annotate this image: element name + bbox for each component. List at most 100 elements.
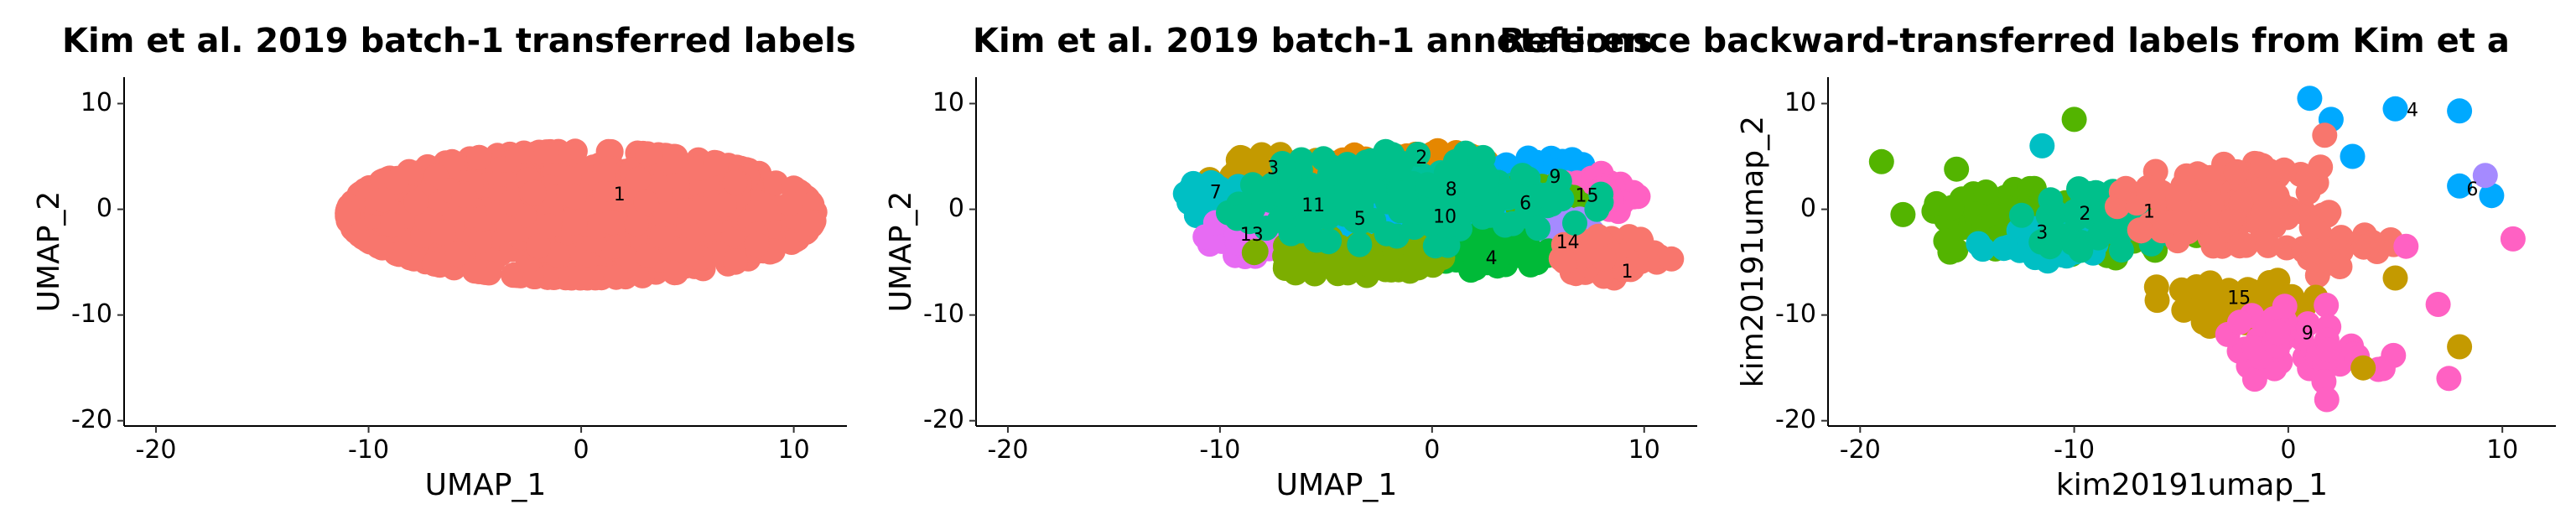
point: [2350, 355, 2376, 381]
point: [2500, 226, 2526, 252]
chart-title: Kim et al. 2019 batch-1 transferred labe…: [62, 22, 856, 60]
point-cluster-16: [1247, 179, 1273, 205]
point-cluster-1: [2165, 185, 2191, 211]
point-cluster-16: [1359, 207, 1385, 233]
point: [2340, 143, 2366, 169]
point-cluster-1: [1659, 246, 1685, 272]
point-cluster-1: [652, 201, 678, 227]
point: [1868, 148, 1894, 174]
points-panel-3: [1868, 86, 2526, 413]
point-cluster-1: [711, 192, 737, 218]
y-tick-label: -10: [1775, 299, 1816, 329]
point-cluster-12: [1241, 240, 1267, 266]
chart-title: Kim et al. 2019 batch-1 annotations: [973, 22, 1653, 60]
x-axis-label: kim20191umap_1: [2056, 468, 2328, 502]
point: [2447, 173, 2473, 199]
point: [1890, 201, 1916, 227]
cluster-label: 9: [2302, 323, 2314, 344]
point-cluster-16: [1361, 177, 1387, 203]
point-cluster-1: [2163, 209, 2189, 235]
point-cluster-9: [2314, 293, 2340, 318]
point-cluster-1: [335, 200, 361, 226]
point-cluster-1: [383, 169, 409, 195]
point-cluster-7: [1186, 183, 1212, 209]
point: [1933, 228, 1959, 254]
cluster-label: 14: [1556, 232, 1580, 253]
y-tick-label: 0: [96, 194, 112, 223]
point-cluster-9: [2272, 294, 2298, 320]
point-cluster-2: [2064, 205, 2090, 231]
point-cluster-1: [451, 183, 477, 209]
panel-2: 2 3 9 7 8 15 11 6 5 10 13 14 4 1 -20 -10 0 10 -20 -10 0 10 UMA…: [884, 77, 1697, 502]
y-tick-label: 10: [80, 88, 112, 117]
point-cluster-12: [1377, 255, 1403, 281]
point-cluster-16: [1277, 166, 1302, 191]
point-cluster-3: [1973, 179, 1999, 205]
y-tick-label: -20: [923, 405, 964, 434]
y-tick-label: 10: [1784, 88, 1816, 117]
chart-title: Reference backward-transferred labels fr…: [1499, 22, 2510, 60]
y-tick-label: 0: [948, 194, 964, 223]
point-cluster-1: [2200, 233, 2226, 259]
point-cluster-1: [371, 187, 396, 213]
point-cluster-1: [444, 241, 470, 267]
y-tick-label: 0: [1800, 194, 1816, 223]
y-tick-label: -20: [1775, 405, 1816, 434]
point-cluster-1b: [2305, 238, 2331, 264]
point-cluster-16: [1296, 215, 1322, 241]
point: [2425, 292, 2451, 317]
point-cluster-1: [592, 180, 617, 206]
point-cluster-9: [2227, 309, 2252, 335]
point-cluster-1: [499, 190, 525, 216]
cluster-label: 15: [1576, 185, 1599, 206]
cluster-label: 13: [1240, 225, 1264, 246]
points-panel-2: [1172, 138, 1685, 291]
point-cluster-1: [568, 265, 593, 291]
point-cluster-1: [2135, 174, 2161, 200]
y-tick-label: -10: [923, 299, 964, 329]
point-cluster-16: [1389, 150, 1415, 176]
point-cluster-1: [380, 212, 405, 238]
cluster-label: 4: [1486, 248, 1498, 269]
point-cluster-1: [590, 162, 616, 188]
cluster-label: 6: [1519, 193, 1531, 214]
point-cluster-16: [1509, 163, 1535, 189]
point-cluster-15: [2143, 274, 2169, 300]
x-tick-label: -20: [987, 435, 1028, 465]
point-cluster-1b: [2327, 254, 2353, 279]
cluster-label: 11: [1301, 195, 1325, 216]
point-cluster-1: [430, 220, 456, 246]
point: [2314, 387, 2340, 413]
point-cluster-1: [689, 174, 715, 200]
point-cluster-16: [1268, 205, 1294, 231]
point-cluster-1b: [2350, 234, 2376, 260]
point-cluster-12: [1280, 244, 1306, 270]
point-cluster-1: [689, 196, 714, 221]
point-cluster-16: [1415, 172, 1441, 198]
point-cluster-1: [466, 144, 492, 170]
x-tick-label: 0: [2280, 435, 2296, 465]
cluster-label: 3: [2036, 223, 2048, 244]
point-cluster-1: [1551, 249, 1577, 274]
cluster-label: 6: [2466, 179, 2478, 200]
point-cluster-1: [496, 216, 522, 242]
point-cluster-1: [623, 210, 649, 236]
point-cluster-1: [526, 233, 551, 259]
point-cluster-1: [1628, 226, 1654, 252]
point-cluster-9: [2241, 335, 2267, 361]
point-cluster-1: [599, 210, 625, 236]
cluster-label: 5: [1354, 209, 1366, 230]
point: [2479, 183, 2505, 209]
point-cluster-1: [537, 213, 563, 239]
point: [2029, 132, 2055, 158]
point: [2382, 265, 2408, 291]
point: [2393, 233, 2419, 259]
point-cluster-12: [1355, 252, 1381, 278]
point-cluster-1: [368, 235, 394, 261]
point: [2436, 366, 2462, 392]
point-cluster-1: [2128, 218, 2154, 244]
point-cluster-2: [2008, 202, 2034, 228]
point-cluster-1: [753, 197, 779, 223]
point-cluster-1: [800, 210, 826, 236]
